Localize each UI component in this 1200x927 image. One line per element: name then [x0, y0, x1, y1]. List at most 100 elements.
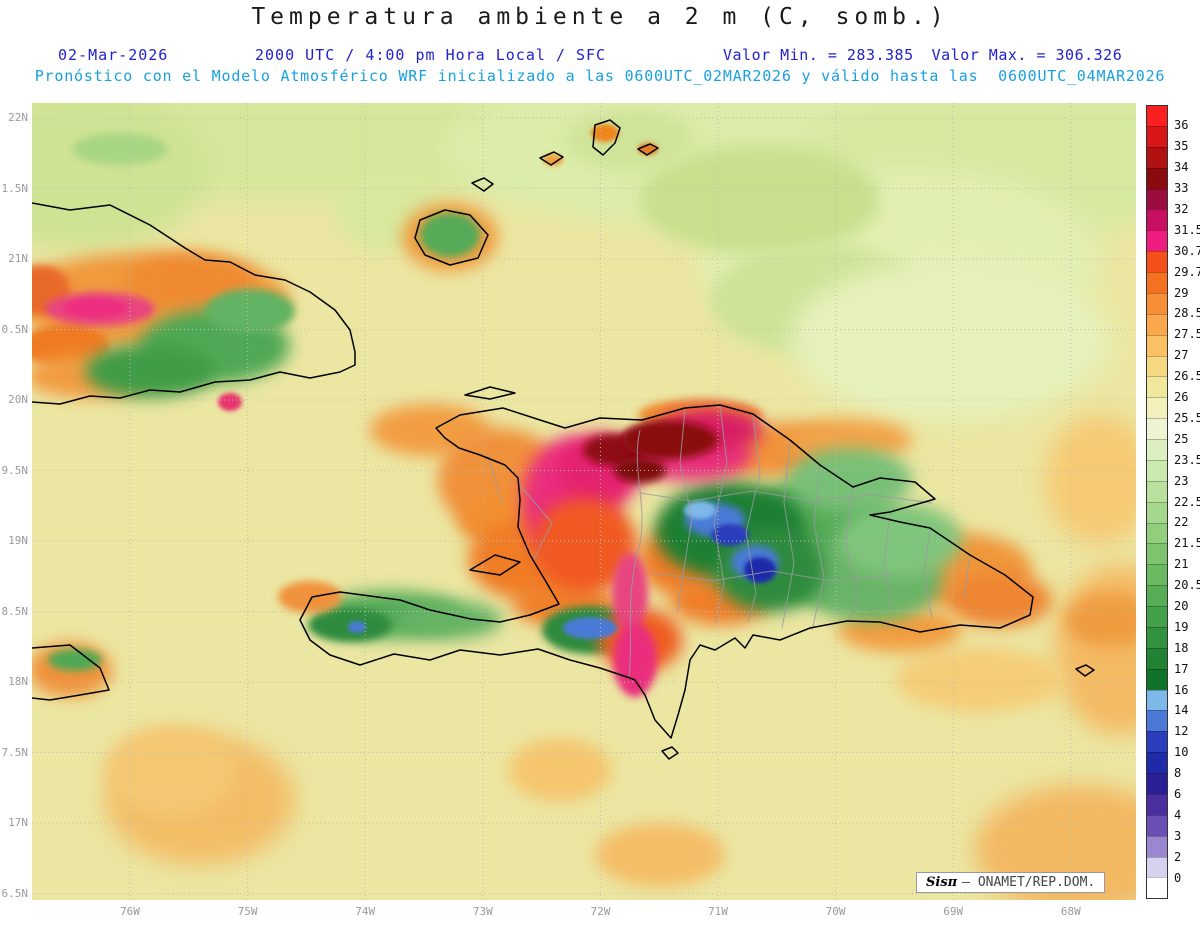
min-max-values: Valor Min. = 283.385 Valor Max. = 306.326 — [723, 46, 1122, 64]
colorbar-cell — [1147, 585, 1167, 606]
field-blob — [613, 623, 657, 697]
lat-lon-grid — [32, 103, 1136, 900]
field-blob — [278, 581, 342, 613]
coastline-small-island-3 — [637, 143, 659, 156]
colorbar-cell — [1147, 793, 1167, 815]
colorbar-cell — [1147, 334, 1167, 356]
administrative-boundaries — [486, 405, 971, 678]
field-blob — [948, 573, 1052, 627]
colorbar-tick-label: 6 — [1174, 787, 1182, 802]
colorbar-cell — [1147, 230, 1167, 252]
coastline-gonave-island — [469, 554, 521, 576]
colorbar-cell — [1147, 313, 1167, 335]
field-blob — [85, 344, 215, 398]
field-blob — [684, 501, 716, 519]
field-blob — [348, 621, 366, 633]
lon-tick-label: 75W — [237, 905, 258, 918]
colorbar-cell — [1147, 188, 1167, 210]
colorbar-tick-label: 0 — [1174, 870, 1182, 885]
colorbar-cell — [1147, 167, 1167, 189]
lon-tick-label: 74W — [355, 905, 376, 918]
field-blob — [975, 785, 1136, 900]
colorbar-cell — [1147, 251, 1167, 272]
colorbar-cell — [1147, 272, 1167, 293]
colorbar-tick-label: 32 — [1174, 201, 1189, 216]
colorbar-cell — [1147, 106, 1167, 126]
colorbar-tick-label: 20.5 — [1174, 578, 1200, 593]
lon-tick-label: 68W — [1060, 905, 1081, 918]
colorbar-cell — [1147, 480, 1167, 502]
field-blob — [591, 124, 619, 142]
chart-title: Temperatura ambiente a 2 m (C, somb.) — [251, 4, 949, 30]
valid-time-info: 2000 UTC / 4:00 pm Hora Local / SFC — [255, 46, 607, 64]
colorbar-tick-label: 35 — [1174, 139, 1189, 154]
field-blob — [533, 498, 637, 592]
colorbar-cell — [1147, 564, 1167, 586]
credit-text: — ONAMET/REP.DOM. — [962, 875, 1096, 890]
colorbar-cell — [1147, 689, 1167, 711]
colorbar-cell — [1147, 731, 1167, 753]
colorbar-cell — [1147, 626, 1167, 648]
lat-tick-label: 1.5N — [1, 181, 29, 195]
lat-tick-label: 6.5N — [1, 886, 29, 900]
lat-tick-label: 19N — [8, 534, 28, 547]
colorbar-tick-label: 28.5 — [1174, 306, 1200, 321]
field-blob — [895, 648, 1065, 712]
field-blob — [1045, 415, 1136, 545]
colorbar-cell — [1147, 292, 1167, 314]
field-blob — [622, 421, 718, 459]
model-description: Pronóstico con el Modelo Atmosférico WRF… — [34, 67, 1166, 85]
coastlines — [32, 119, 1095, 760]
field-blob — [640, 145, 880, 255]
field-blob — [72, 133, 168, 165]
colorbar-tick-label: 18 — [1174, 640, 1189, 655]
colorbar-tick-label: 29 — [1174, 285, 1189, 300]
field-blob — [105, 725, 235, 815]
colorbar-cell — [1147, 877, 1167, 899]
colorbar-tick-label: 10 — [1174, 745, 1189, 760]
colorbar-cell — [1147, 125, 1167, 147]
colorbar-tick-label: 2 — [1174, 849, 1182, 864]
colorbar-tick-label: 25.5 — [1174, 410, 1200, 425]
colorbar-tick-label: 17 — [1174, 661, 1189, 676]
field-blob — [565, 110, 695, 170]
field-blob — [595, 823, 725, 887]
lat-tick-label: 0.5N — [1, 322, 29, 336]
lon-tick-label: 71W — [708, 905, 728, 918]
lon-tick-label: 72W — [590, 905, 611, 918]
field-blob — [420, 213, 480, 257]
lat-tick-label: 21N — [8, 252, 28, 265]
lon-tick-label: 70W — [825, 905, 846, 918]
sispi-logo: Sisπ — [926, 875, 958, 890]
province-boundaries — [486, 405, 971, 631]
field-blob — [508, 738, 612, 802]
colorbar-cell — [1147, 501, 1167, 523]
colorbar-tick-label: 21 — [1174, 557, 1189, 572]
field-blob — [1065, 593, 1136, 647]
colorbar-cell — [1147, 835, 1167, 857]
coastline-small-island-1 — [592, 119, 621, 156]
haiti-dr-border — [628, 429, 643, 678]
credit-box: Sisπ — ONAMET/REP.DOM. — [916, 872, 1106, 893]
field-blob — [790, 260, 1110, 420]
colorbar-tick-label: 31.5 — [1174, 222, 1200, 237]
colorbar-tick-label: 27 — [1174, 348, 1189, 363]
colorbar-cell — [1147, 668, 1167, 690]
colorbar-cell — [1147, 647, 1167, 669]
lat-tick-label: 8.5N — [1, 604, 29, 618]
field-blob — [838, 503, 962, 577]
lat-tick-label: 18N — [8, 675, 28, 688]
colorbar-tick-label: 12 — [1174, 724, 1189, 739]
colorbar-cell — [1147, 522, 1167, 544]
colorbar-tick-label: 8 — [1174, 766, 1182, 781]
colorbar-tick-label: 29.7 — [1174, 264, 1200, 279]
colorbar-tick-label: 26 — [1174, 390, 1189, 405]
lon-tick-label: 73W — [472, 905, 493, 918]
colorbar-tick-label: 36 — [1174, 118, 1189, 133]
colorbar-tick-label: 27.5 — [1174, 327, 1200, 342]
lat-tick-label: 20N — [8, 393, 28, 406]
colorbar-tick-label: 20 — [1174, 598, 1189, 613]
coastline-jamaica — [32, 644, 110, 701]
colorbar-tick-label: 25 — [1174, 431, 1189, 446]
